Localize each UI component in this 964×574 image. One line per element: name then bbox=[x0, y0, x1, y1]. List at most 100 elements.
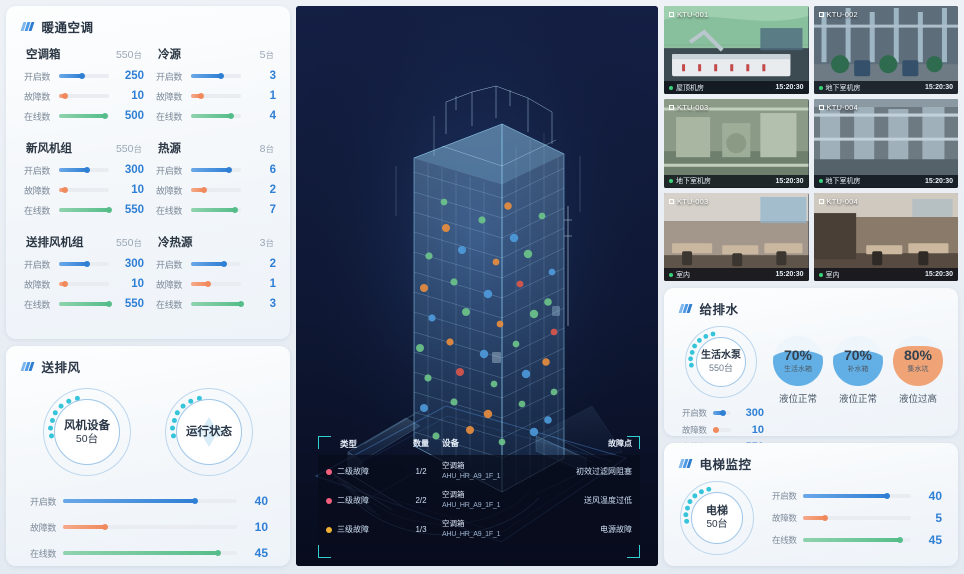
building-3d-panel[interactable]: 类型 数量 设备 故障点 二级故障 1/2 空调箱 AHU_HR_A9_1F_1… bbox=[296, 6, 658, 566]
slider-knob[interactable] bbox=[897, 537, 904, 543]
slider-knob[interactable] bbox=[238, 301, 244, 307]
elevator-slider-track[interactable] bbox=[803, 493, 911, 499]
alarm-device-code: AHU_HR_A9_1F_1 bbox=[442, 531, 501, 539]
slider-knob[interactable] bbox=[218, 73, 224, 79]
fan-slider-track[interactable] bbox=[63, 524, 237, 530]
hvac-online-metric-row: 在线数 500 bbox=[20, 106, 144, 126]
hvac-fault-slider-track[interactable] bbox=[59, 281, 109, 287]
hvac-on-metric-label: 开启数 bbox=[156, 71, 183, 82]
slider-knob[interactable] bbox=[106, 301, 112, 307]
right-column: KTU-001 屋顶机房 15:20:30 KTU-002 bbox=[664, 6, 958, 566]
camera-icon bbox=[818, 12, 824, 17]
hvac-fault-slider-track[interactable] bbox=[191, 281, 241, 287]
slider-fill bbox=[63, 525, 105, 529]
camera-tile[interactable]: KTU-002 地下室机房 15:20:30 bbox=[813, 6, 958, 95]
hvac-online-slider-track[interactable] bbox=[59, 207, 112, 213]
elevator-metric-label: 开启数 bbox=[772, 491, 797, 501]
hvac-on-metric-label: 开启数 bbox=[24, 71, 51, 82]
fan-metric-row: 故障数 10 bbox=[26, 514, 268, 540]
hvac-on-slider-track[interactable] bbox=[59, 73, 109, 79]
hvac-fault-metric-row: 故障数 10 bbox=[20, 274, 144, 294]
hvac-online-slider-track[interactable] bbox=[191, 301, 244, 307]
slider-knob[interactable] bbox=[221, 261, 227, 267]
water-slider-track[interactable] bbox=[713, 409, 731, 416]
slider-knob[interactable] bbox=[106, 207, 112, 213]
hvac-online-slider-track[interactable] bbox=[59, 113, 109, 119]
slider-knob[interactable] bbox=[712, 426, 719, 433]
hvac-on-slider-track[interactable] bbox=[191, 261, 241, 267]
camera-tile[interactable]: KTU-004 室内 15:20:30 bbox=[813, 192, 958, 281]
hvac-online-metric-row: 在线数 550 bbox=[20, 200, 144, 220]
elevator-slider-track[interactable] bbox=[803, 537, 911, 543]
hvac-online-slider-track[interactable] bbox=[191, 113, 241, 119]
elevator-metric-value: 5 bbox=[935, 511, 942, 525]
hvac-online-slider-track[interactable] bbox=[59, 301, 112, 307]
camera-tile[interactable]: KTU-001 屋顶机房 15:20:30 bbox=[664, 6, 809, 95]
hvac-fault-metric-label: 故障数 bbox=[24, 279, 51, 290]
water-panel: 给排水 bbox=[664, 288, 958, 453]
slider-knob[interactable] bbox=[192, 498, 199, 504]
camera-id-label: KTU-004 bbox=[818, 197, 858, 206]
hvac-online-metric-value: 7 bbox=[269, 204, 276, 216]
slider-knob[interactable] bbox=[884, 493, 891, 499]
elevator-metric-row: 在线数 45 bbox=[768, 529, 942, 551]
slider-knob[interactable] bbox=[83, 261, 90, 267]
slider-fill bbox=[63, 551, 218, 555]
alarm-row-fault: 初效过滤网阻塞 bbox=[576, 467, 632, 476]
slider-knob[interactable] bbox=[204, 281, 211, 287]
alarm-table-row[interactable]: 二级故障 2/2 空调箱 AHU_HR_A9_1F_1 送风温度过低 bbox=[318, 486, 640, 515]
water-panel-body: 生活水泵 550台 开启数 300 故障数 10 在线数 bbox=[664, 324, 958, 455]
camera-tile[interactable]: KTU-003 地下室机房 15:20:30 bbox=[664, 99, 809, 188]
hvac-online-metric-label: 在线数 bbox=[156, 299, 183, 310]
elevator-metric-value: 45 bbox=[928, 533, 942, 547]
slider-knob[interactable] bbox=[200, 187, 207, 193]
slider-knob[interactable] bbox=[62, 93, 68, 99]
camera-tile[interactable]: KTU-003 室内 15:20:30 bbox=[664, 192, 809, 281]
corner-bracket-icon bbox=[627, 436, 640, 449]
slider-knob[interactable] bbox=[719, 409, 726, 416]
water-panel-title: 给排水 bbox=[699, 303, 739, 317]
hvac-equipment-head: 冷源 5台 bbox=[152, 46, 276, 66]
slider-knob[interactable] bbox=[228, 113, 234, 119]
hvac-fault-slider-track[interactable] bbox=[191, 187, 241, 193]
slider-knob[interactable] bbox=[232, 207, 238, 213]
slider-knob[interactable] bbox=[198, 93, 204, 99]
hvac-on-slider-track[interactable] bbox=[59, 167, 109, 173]
hvac-online-metric-value: 500 bbox=[124, 110, 144, 122]
slider-knob[interactable] bbox=[101, 524, 108, 530]
alarm-table-row[interactable]: 二级故障 1/2 空调箱 AHU_HR_A9_1F_1 初效过滤网阻塞 bbox=[318, 457, 640, 486]
hvac-on-slider-track[interactable] bbox=[191, 167, 241, 173]
slider-knob[interactable] bbox=[214, 550, 221, 556]
fan-slider-track[interactable] bbox=[63, 498, 237, 504]
elevator-metric-row: 故障数 5 bbox=[768, 507, 942, 529]
water-gauge-name: 生活水箱 bbox=[784, 366, 812, 373]
slider-knob[interactable] bbox=[62, 187, 68, 193]
hvac-fault-slider-track[interactable] bbox=[59, 93, 109, 99]
slider-knob[interactable] bbox=[225, 167, 232, 173]
water-slider-track[interactable] bbox=[712, 426, 731, 433]
fan-slider-track[interactable] bbox=[63, 550, 237, 556]
hvac-on-slider-track[interactable] bbox=[59, 261, 109, 267]
hvac-on-metric-row: 开启数 3 bbox=[152, 66, 276, 86]
hvac-online-metric-value: 550 bbox=[124, 298, 144, 310]
hvac-fault-slider-track[interactable] bbox=[191, 93, 241, 99]
slider-knob[interactable] bbox=[79, 73, 85, 79]
hvac-online-metric-label: 在线数 bbox=[156, 205, 183, 216]
camera-tile[interactable]: KTU-004 地下室机房 15:20:30 bbox=[813, 99, 958, 188]
alarm-table-overlay[interactable]: 类型 数量 设备 故障点 二级故障 1/2 空调箱 AHU_HR_A9_1F_1… bbox=[318, 436, 640, 558]
water-gauge-status: 液位正常 bbox=[838, 394, 877, 405]
slider-knob[interactable] bbox=[101, 113, 108, 119]
slider-fill bbox=[191, 168, 229, 172]
water-gauge-percent: 80% bbox=[903, 347, 933, 363]
alarm-table-row[interactable]: 三级故障 1/3 空调箱 AHU_HR_A9_1F_1 电源故障 bbox=[318, 515, 640, 544]
hvac-fault-slider-track[interactable] bbox=[59, 187, 109, 193]
hvac-equipment-block: 冷热源 3台 开启数 2 故障数 1 在线数 3 bbox=[152, 234, 276, 314]
hvac-on-slider-track[interactable] bbox=[191, 73, 241, 79]
camera-id-label: KTU-003 bbox=[669, 197, 708, 206]
hvac-online-slider-track[interactable] bbox=[191, 207, 241, 213]
slider-knob[interactable] bbox=[62, 281, 68, 287]
elevator-slider-track[interactable] bbox=[803, 515, 911, 521]
slider-knob[interactable] bbox=[821, 515, 828, 521]
alarm-col-qty: 数量 bbox=[413, 439, 429, 448]
slider-knob[interactable] bbox=[83, 167, 90, 173]
